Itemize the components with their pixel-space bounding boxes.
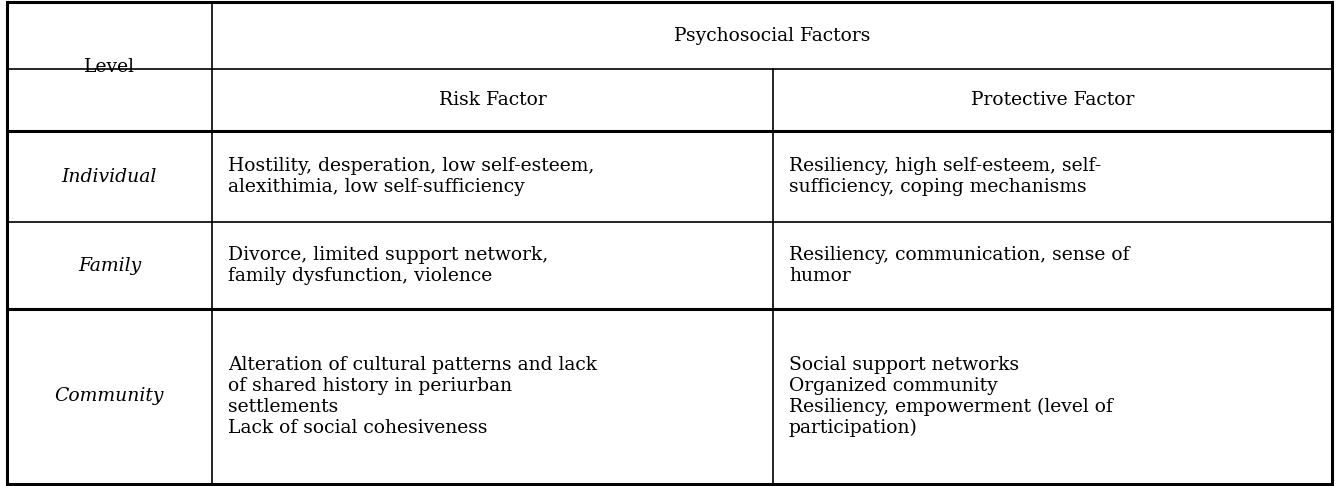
Text: Risk Factor: Risk Factor [439, 91, 546, 109]
Text: Psychosocial Factors: Psychosocial Factors [674, 27, 870, 45]
Text: Community: Community [55, 387, 165, 405]
Text: Hostility, desperation, low self-esteem,
alexithimia, low self-sufficiency: Hostility, desperation, low self-esteem,… [228, 157, 595, 196]
Text: Protective Factor: Protective Factor [971, 91, 1134, 109]
Text: Alteration of cultural patterns and lack
of shared history in periurban
settleme: Alteration of cultural patterns and lack… [228, 356, 597, 437]
Text: Resiliency, high self-esteem, self-
sufficiency, coping mechanisms: Resiliency, high self-esteem, self- suff… [789, 157, 1101, 196]
Text: Divorce, limited support network,
family dysfunction, violence: Divorce, limited support network, family… [228, 246, 549, 285]
Text: Resiliency, communication, sense of
humor: Resiliency, communication, sense of humo… [789, 246, 1130, 285]
Text: Family: Family [78, 257, 141, 275]
Text: Level: Level [84, 58, 135, 76]
Text: Social support networks
Organized community
Resiliency, empowerment (level of
pa: Social support networks Organized commun… [789, 356, 1113, 437]
Text: Individual: Individual [62, 168, 157, 186]
